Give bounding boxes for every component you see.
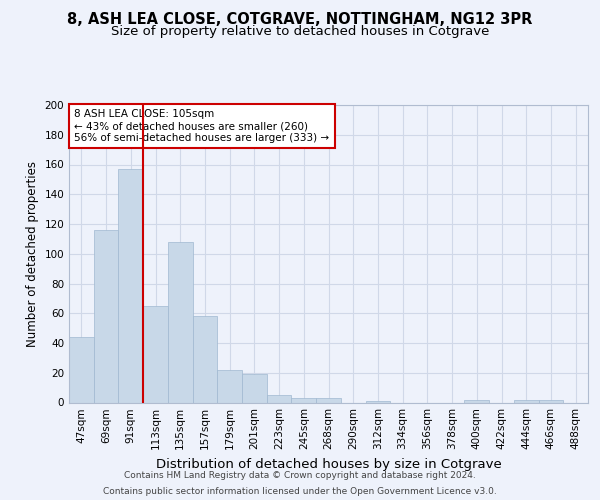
Text: Size of property relative to detached houses in Cotgrave: Size of property relative to detached ho… <box>111 25 489 38</box>
Text: 8 ASH LEA CLOSE: 105sqm
← 43% of detached houses are smaller (260)
56% of semi-d: 8 ASH LEA CLOSE: 105sqm ← 43% of detache… <box>74 110 329 142</box>
Text: 8, ASH LEA CLOSE, COTGRAVE, NOTTINGHAM, NG12 3PR: 8, ASH LEA CLOSE, COTGRAVE, NOTTINGHAM, … <box>67 12 533 28</box>
Bar <box>143 306 168 402</box>
Bar <box>217 370 242 402</box>
Bar <box>168 242 193 402</box>
Bar <box>242 374 267 402</box>
Bar <box>316 398 341 402</box>
Text: Contains HM Land Registry data © Crown copyright and database right 2024.: Contains HM Land Registry data © Crown c… <box>124 472 476 480</box>
Bar <box>94 230 118 402</box>
Bar <box>118 169 143 402</box>
X-axis label: Distribution of detached houses by size in Cotgrave: Distribution of detached houses by size … <box>155 458 502 471</box>
Bar <box>464 400 489 402</box>
Bar <box>267 395 292 402</box>
Bar <box>514 400 539 402</box>
Bar <box>193 316 217 402</box>
Text: Contains public sector information licensed under the Open Government Licence v3: Contains public sector information licen… <box>103 486 497 496</box>
Bar <box>69 337 94 402</box>
Y-axis label: Number of detached properties: Number of detached properties <box>26 161 39 347</box>
Bar <box>292 398 316 402</box>
Bar <box>365 401 390 402</box>
Bar <box>539 400 563 402</box>
